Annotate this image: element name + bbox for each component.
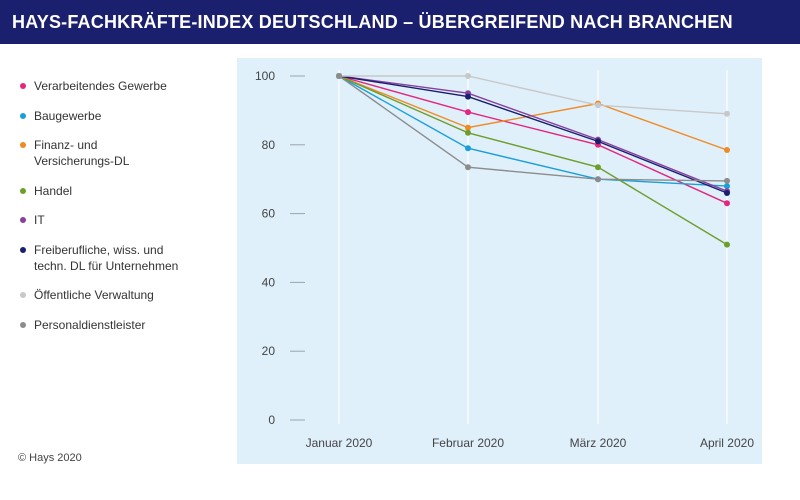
legend-item: Handel [20, 183, 244, 199]
x-tick-label: Februar 2020 [432, 436, 504, 450]
series-line [338, 75, 728, 151]
series-line [338, 75, 728, 204]
x-tick-label: März 2020 [570, 436, 627, 450]
legend-label: techn. DL für Unternehmen [34, 258, 179, 273]
data-point [724, 183, 730, 190]
legend-color-dot [20, 187, 26, 194]
legend-label: Baugewerbe [34, 108, 102, 123]
legend-label: Handel [34, 183, 73, 198]
legend-label: Verarbeitendes Gewerbe [34, 79, 167, 93]
legend-label: IT [34, 213, 45, 227]
data-point [595, 102, 601, 109]
data-point [724, 177, 730, 184]
legend-item: Baugewerbe [20, 108, 244, 124]
x-tick-label: Januar 2020 [306, 436, 373, 450]
legend-color-dot [20, 112, 26, 119]
plot-area-background [237, 58, 762, 464]
y-tick-label: 20 [262, 344, 276, 358]
y-tick-label: 0 [268, 413, 275, 427]
legend-label: Personaldienstleister [34, 317, 146, 332]
legend-item: Öffentliche Verwaltung [20, 287, 244, 303]
chart-title: HAYS-FACHKRÄFTE-INDEX DEUTSCHLAND – ÜBER… [0, 0, 800, 44]
legend-item: IT [20, 212, 244, 228]
legend-color-dot [20, 321, 26, 328]
data-point [724, 190, 730, 196]
y-tick-label: 80 [262, 138, 276, 152]
series-line [339, 75, 728, 115]
legend-label: Versicherungs-DL [34, 154, 130, 168]
legend-color-dot [20, 83, 26, 89]
legend-color-dot [20, 292, 26, 298]
y-tick-label: 60 [262, 207, 276, 221]
data-point [465, 73, 471, 79]
legend-color-dot [20, 246, 26, 253]
series-line [338, 75, 728, 246]
data-point [595, 176, 601, 183]
data-point [465, 164, 471, 171]
data-point [465, 93, 471, 100]
series-line [338, 75, 728, 192]
series-line [338, 75, 728, 182]
data-point [724, 147, 730, 153]
data-point [595, 164, 601, 171]
legend-color-dot [20, 142, 26, 148]
data-point [336, 73, 342, 79]
copyright-text: © Hays 2020 [18, 452, 82, 464]
series-line [338, 75, 728, 187]
series-line [338, 75, 728, 194]
legend-color-dot [20, 217, 26, 223]
legend-label: Öffentliche Verwaltung [34, 288, 154, 302]
data-point [724, 241, 730, 248]
legend-item: Finanz- und Versicherungs-DL [20, 137, 244, 169]
data-point [465, 124, 471, 131]
y-tick-label: 40 [262, 275, 276, 289]
x-tick-label: April 2020 [700, 436, 754, 450]
data-point [465, 129, 471, 136]
legend-item: Freiberufliche, wiss. und techn. DL für U… [20, 242, 244, 274]
data-point [465, 145, 471, 152]
legend-item: Personaldienstleister [20, 317, 244, 333]
y-tick-label: 100 [255, 69, 275, 83]
data-point [724, 200, 730, 207]
legend-label: Finanz- und [34, 138, 98, 152]
data-point [724, 110, 730, 117]
data-point [465, 109, 471, 116]
data-point [595, 138, 601, 145]
legend-item: Verarbeitendes Gewerbe [20, 78, 244, 94]
legend-label: Freiberufliche, wiss. und [34, 242, 164, 257]
